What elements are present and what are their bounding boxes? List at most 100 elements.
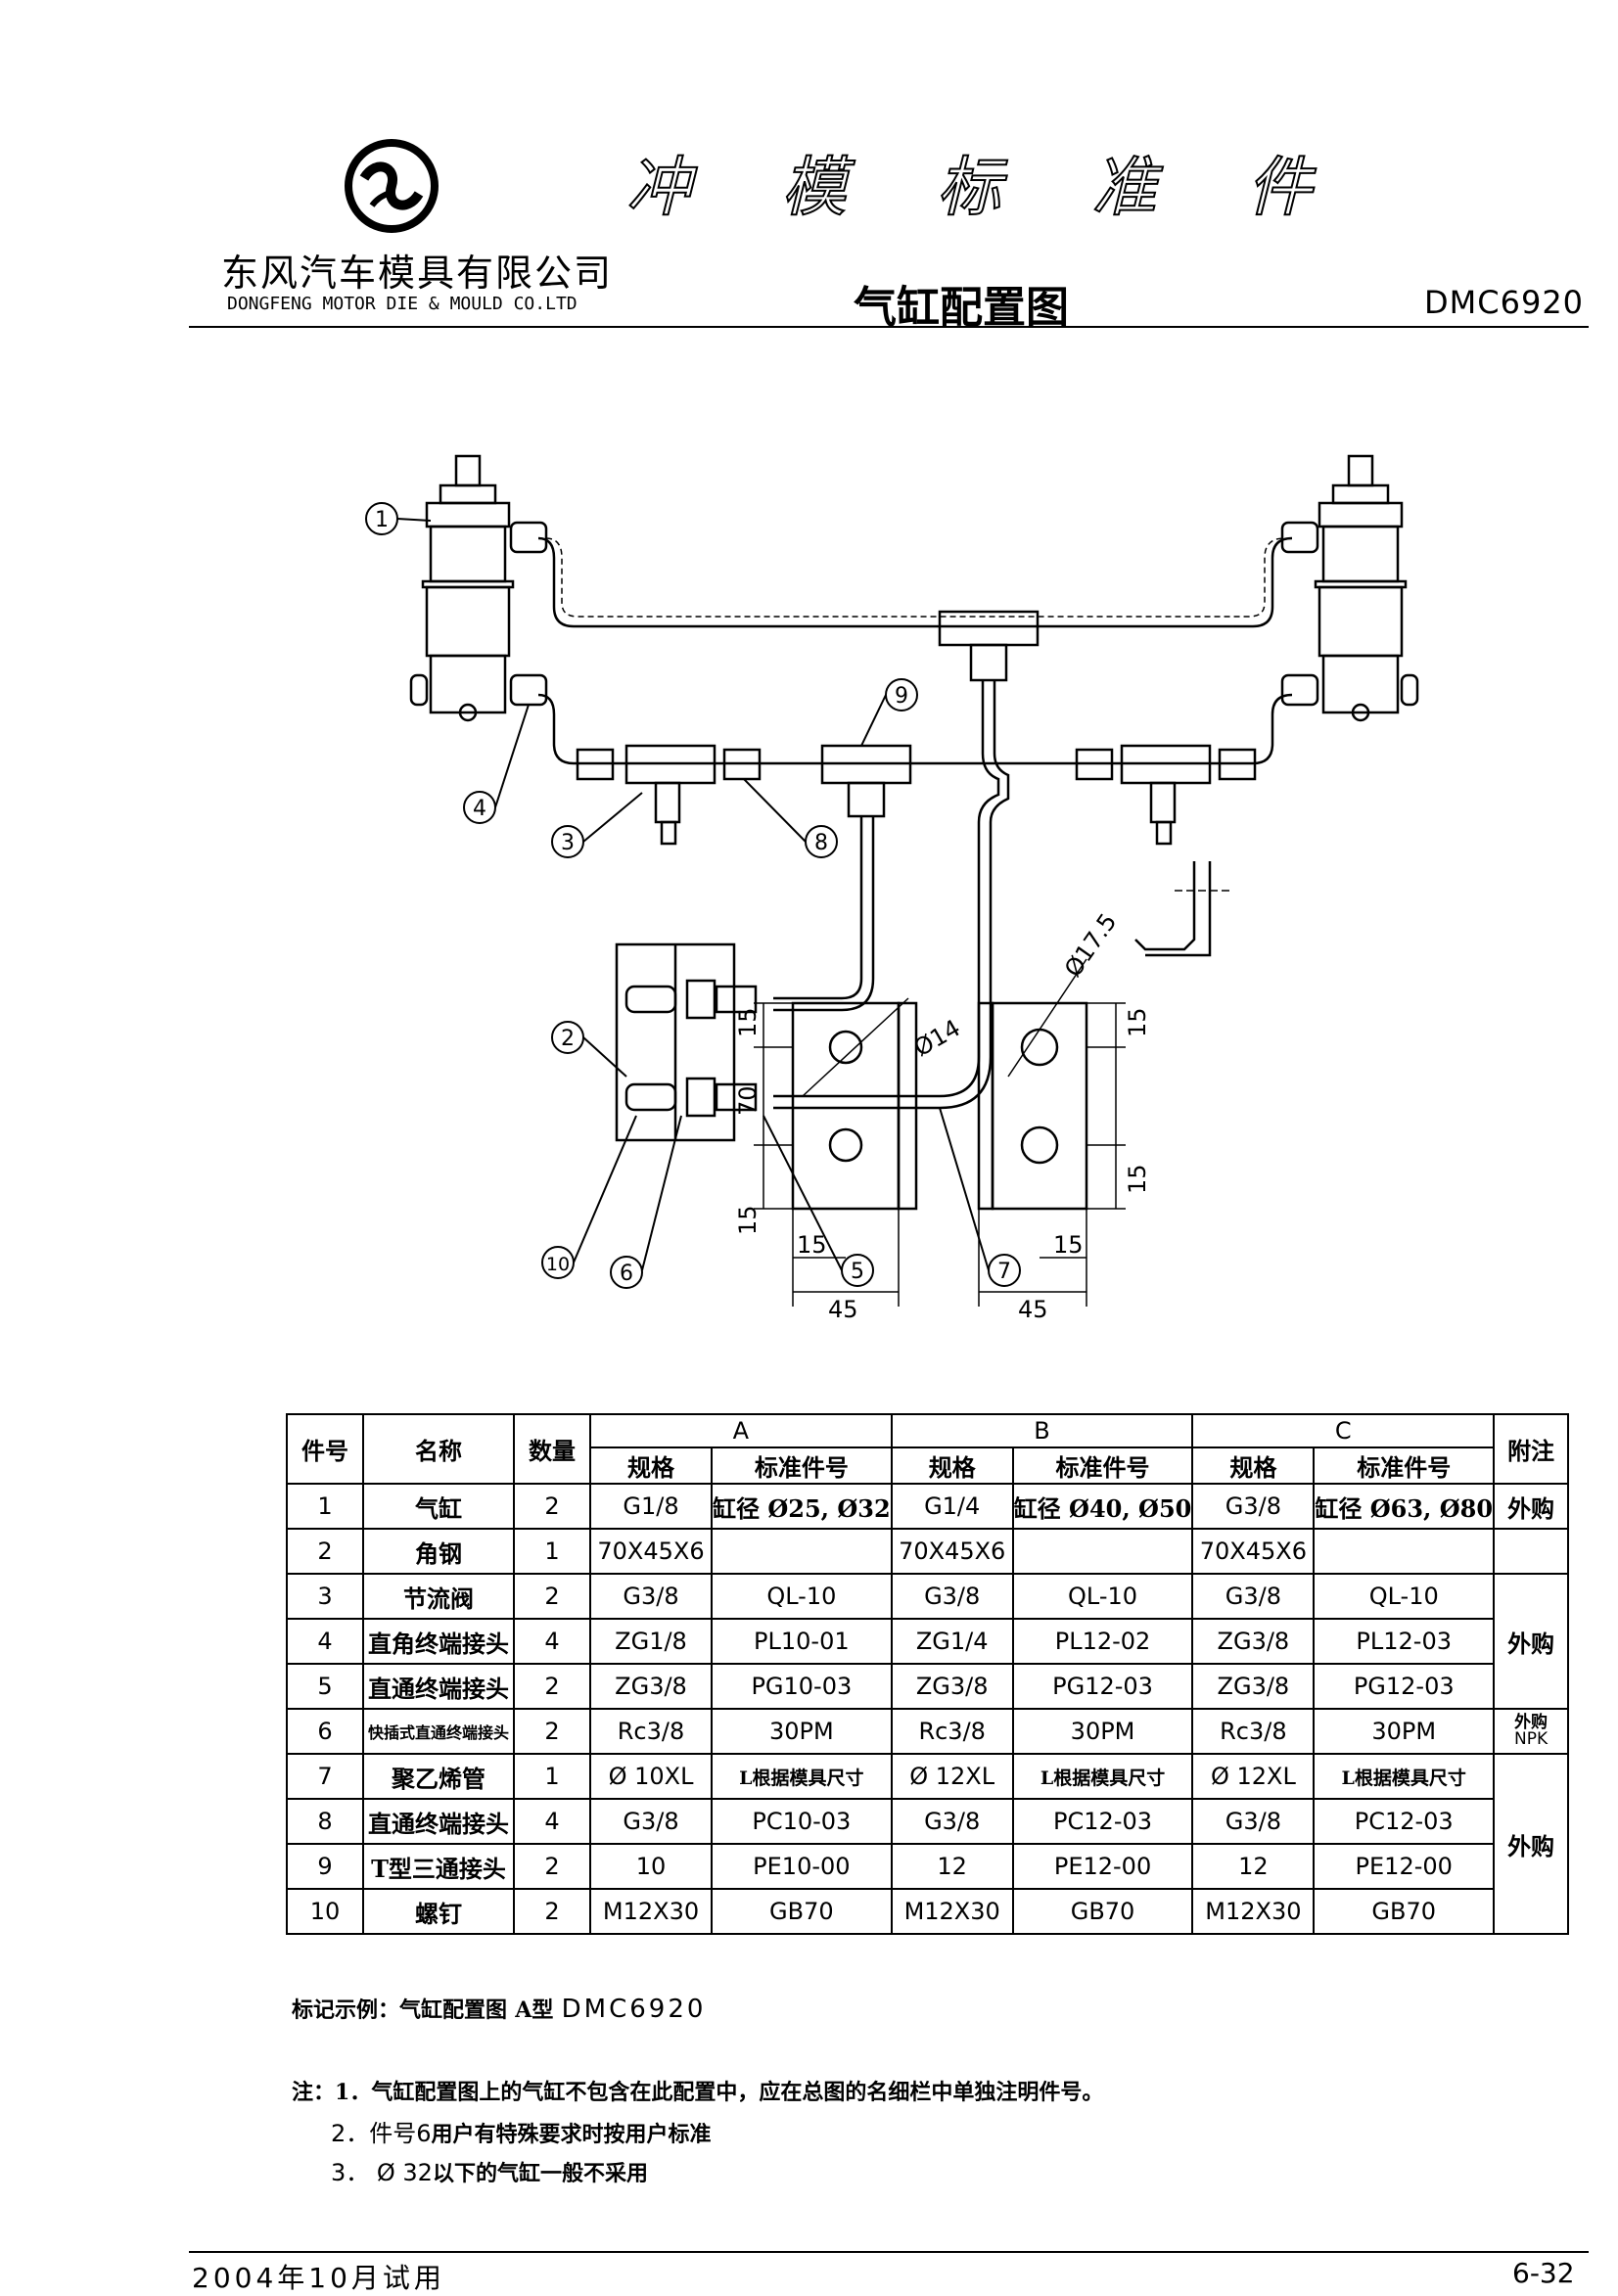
- left-section-view: [754, 997, 918, 1307]
- cell-remark: 外购 NPK: [1493, 1708, 1570, 1755]
- cell-a-spec: ZG1/8: [589, 1618, 713, 1665]
- header-spec: 规格: [1191, 1446, 1316, 1485]
- dim-right-w45: 45: [1018, 1296, 1048, 1323]
- cell-b-spec: ZG3/8: [890, 1663, 1014, 1710]
- cell-name: 角钢: [362, 1528, 515, 1575]
- cell-b-std: PC12-03: [1011, 1798, 1194, 1845]
- right-cylinder: [1314, 454, 1419, 722]
- elbow-fitting: [1280, 521, 1319, 554]
- cell-c-spec: G3/8: [1191, 1483, 1316, 1530]
- cell-c-std: PC12-03: [1313, 1798, 1496, 1845]
- cell-name: 节流阀: [362, 1573, 515, 1620]
- drawing-subtitle: 气缸配置图: [854, 283, 1069, 333]
- footer-rule: [189, 2251, 1589, 2253]
- note-3-prefix: 3． Ø 32: [331, 2159, 433, 2186]
- table-row: 10 螺钉 2 M12X30 GB70 M12X30 GB70 M12X30 G…: [286, 1888, 1568, 1935]
- cell-remark: [1493, 1528, 1570, 1575]
- table-row: 2 角钢 1 70X45X6 70X45X6 70X45X6: [286, 1528, 1570, 1575]
- cell-c-spec: G3/8: [1191, 1798, 1316, 1845]
- cell-qty: 4: [513, 1618, 591, 1665]
- elbow-fitting: [509, 673, 548, 707]
- remark-line: NPK: [1514, 1729, 1549, 1749]
- cell-c-std: GB70: [1313, 1888, 1496, 1935]
- cell-a-std: 缸径 Ø25, Ø32: [711, 1483, 893, 1530]
- header-std: 标准件号: [711, 1446, 893, 1485]
- cell-remark: 外购: [1493, 1573, 1570, 1710]
- cell-no: 6: [286, 1708, 364, 1755]
- union-fitting: [1075, 748, 1114, 781]
- branch-pipe: [773, 816, 863, 1000]
- dim-hole-175: Ø17.5: [1059, 908, 1122, 982]
- lower-pipe: [537, 693, 1293, 765]
- header-item: 件号: [286, 1413, 364, 1485]
- cell-c-spec: ZG3/8: [1191, 1618, 1316, 1665]
- cell-b-std: L根据模具尺寸: [1011, 1753, 1194, 1800]
- cell-qty: 2: [513, 1708, 591, 1755]
- cell-no: 4: [286, 1618, 364, 1665]
- cell-c-std: QL-10: [1313, 1573, 1496, 1620]
- elbow-fitting: [1280, 673, 1319, 707]
- cell-a-spec: 10: [589, 1843, 713, 1890]
- cell-a-std: [711, 1528, 893, 1575]
- cylinder-configuration-drawing: 1 2 3 4 5 6 7 8 9 10 Ø14 Ø17.5 15 70 15 …: [365, 454, 1419, 1323]
- cell-name: 螺钉: [362, 1888, 515, 1935]
- cell-b-spec: G3/8: [890, 1798, 1014, 1845]
- callout-label: 6: [620, 1262, 633, 1286]
- cell-no: 5: [286, 1663, 364, 1710]
- cell-b-std: PL12-02: [1011, 1618, 1194, 1665]
- cell-b-std: GB70: [1011, 1888, 1194, 1935]
- cell-b-std: [1011, 1528, 1194, 1575]
- example-label: 标记示例：气缸配置图: [292, 1998, 508, 2023]
- header-std: 标准件号: [1011, 1446, 1194, 1485]
- table-row: 6 快插式直通终端接头 2 Rc3/8 30PM Rc3/8 30PM Rc3/…: [286, 1708, 1570, 1755]
- main-title-char: 件: [1246, 149, 1313, 226]
- cell-qty: 2: [513, 1843, 591, 1890]
- union-fitting: [576, 748, 615, 781]
- cell-b-spec: G3/8: [890, 1573, 1014, 1620]
- cell-no: 1: [286, 1483, 364, 1530]
- header-group-b: B: [890, 1413, 1194, 1448]
- callout-label: 5: [851, 1260, 864, 1284]
- cell-c-std: [1313, 1528, 1496, 1575]
- dim-left-x15: 15: [797, 1231, 827, 1259]
- cell-qty: 2: [513, 1663, 591, 1710]
- main-title-char: 标: [936, 149, 1002, 226]
- table-row: 5 直通终端接头 2 ZG3/8 PG10-03 ZG3/8 PG12-03 Z…: [286, 1663, 1568, 1710]
- header-name: 名称: [362, 1413, 515, 1485]
- table-row: 7 聚乙烯管 1 Ø 10XL L根据模具尺寸 Ø 12XL L根据模具尺寸 Ø…: [286, 1753, 1570, 1935]
- dim-right-top: 15: [1124, 1007, 1151, 1037]
- left-cylinder: [409, 454, 515, 722]
- main-title-char: 冲: [625, 149, 692, 226]
- cell-b-spec: G1/4: [890, 1483, 1014, 1530]
- cell-name: 气缸: [362, 1483, 515, 1530]
- cell-qty: 4: [513, 1798, 591, 1845]
- example-type: A型: [515, 1998, 554, 2023]
- cell-c-spec: Ø 12XL: [1191, 1753, 1316, 1800]
- cell-a-std: PC10-03: [711, 1798, 893, 1845]
- cell-a-spec: G3/8: [589, 1573, 713, 1620]
- cell-c-spec: M12X30: [1191, 1888, 1316, 1935]
- header-spec: 规格: [890, 1446, 1014, 1485]
- note-3: 3． Ø 32以下的气缸一般不采用: [331, 2153, 648, 2187]
- throttle-valve-stem: [654, 781, 681, 824]
- cell-no: 9: [286, 1843, 364, 1890]
- dim-right-x15: 15: [1053, 1231, 1084, 1259]
- cell-b-std: 缸径 Ø40, Ø50: [1011, 1483, 1194, 1530]
- cell-no: 10: [286, 1888, 364, 1935]
- main-title-char: 准: [1091, 149, 1158, 226]
- cell-c-spec: 12: [1191, 1843, 1316, 1890]
- callout-label: 2: [561, 1027, 575, 1051]
- main-title-char: 模: [781, 149, 848, 226]
- cell-a-spec: G1/8: [589, 1483, 713, 1530]
- cell-a-std: GB70: [711, 1888, 893, 1935]
- cell-no: 8: [286, 1798, 364, 1845]
- cell-a-std: PG10-03: [711, 1663, 893, 1710]
- cell-c-std: PG12-03: [1313, 1663, 1496, 1710]
- header-qty: 数量: [513, 1413, 591, 1485]
- cell-b-spec: ZG1/4: [890, 1618, 1014, 1665]
- header-spec: 规格: [589, 1446, 713, 1485]
- cell-remark: 外购: [1493, 1753, 1570, 1935]
- drawing-code: DMC6920: [1424, 284, 1585, 321]
- dim-hole-14: Ø14: [909, 1014, 965, 1062]
- cell-a-std: QL-10: [711, 1573, 893, 1620]
